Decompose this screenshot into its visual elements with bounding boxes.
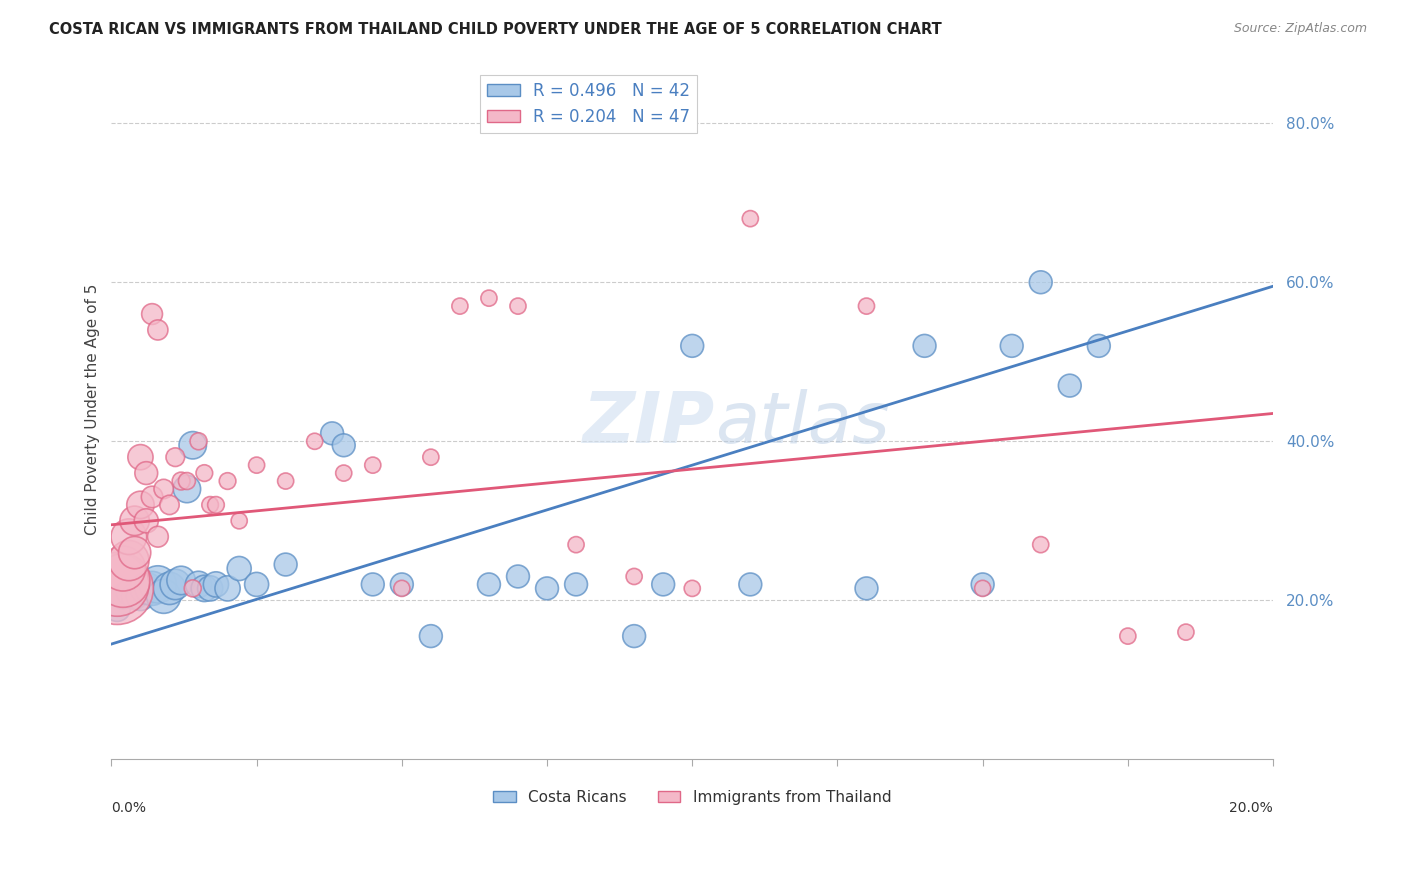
Point xyxy=(112,590,135,604)
Point xyxy=(129,590,152,604)
Point xyxy=(1174,625,1197,640)
Point xyxy=(159,498,181,512)
Point xyxy=(478,577,501,591)
Point xyxy=(419,629,441,643)
Point xyxy=(246,577,269,591)
Point xyxy=(914,339,936,353)
Point xyxy=(274,558,297,572)
Point xyxy=(506,299,529,313)
Point xyxy=(1001,339,1024,353)
Point xyxy=(198,582,221,596)
Point xyxy=(165,450,187,465)
Point xyxy=(129,450,152,465)
Point xyxy=(187,577,209,591)
Point xyxy=(118,585,141,599)
Point xyxy=(112,574,135,588)
Point xyxy=(193,466,215,480)
Point xyxy=(181,438,204,452)
Point xyxy=(740,577,762,591)
Point xyxy=(228,561,250,575)
Point xyxy=(565,577,588,591)
Point xyxy=(321,426,343,441)
Y-axis label: Child Poverty Under the Age of 5: Child Poverty Under the Age of 5 xyxy=(86,284,100,535)
Point xyxy=(652,577,675,591)
Point xyxy=(332,466,354,480)
Point xyxy=(565,538,588,552)
Legend: Costa Ricans, Immigrants from Thailand: Costa Ricans, Immigrants from Thailand xyxy=(486,784,897,811)
Point xyxy=(855,582,877,596)
Point xyxy=(274,474,297,488)
Point xyxy=(449,299,471,313)
Point xyxy=(217,582,239,596)
Point xyxy=(332,438,354,452)
Point xyxy=(1116,629,1139,643)
Point xyxy=(217,474,239,488)
Point xyxy=(159,582,181,596)
Point xyxy=(124,514,146,528)
Point xyxy=(304,434,326,449)
Point xyxy=(506,569,529,583)
Point xyxy=(176,482,198,496)
Point xyxy=(623,629,645,643)
Point xyxy=(105,601,128,615)
Point xyxy=(152,590,174,604)
Point xyxy=(129,498,152,512)
Point xyxy=(246,458,269,472)
Point xyxy=(105,577,128,591)
Point xyxy=(198,498,221,512)
Point xyxy=(170,474,193,488)
Text: COSTA RICAN VS IMMIGRANTS FROM THAILAND CHILD POVERTY UNDER THE AGE OF 5 CORRELA: COSTA RICAN VS IMMIGRANTS FROM THAILAND … xyxy=(49,22,942,37)
Point xyxy=(124,546,146,560)
Point xyxy=(205,498,228,512)
Point xyxy=(1029,538,1052,552)
Point xyxy=(141,582,163,596)
Point xyxy=(391,577,413,591)
Point xyxy=(176,474,198,488)
Point xyxy=(124,590,146,604)
Point xyxy=(105,582,128,596)
Point xyxy=(118,553,141,567)
Point xyxy=(135,582,157,596)
Point xyxy=(361,577,384,591)
Point xyxy=(152,482,174,496)
Point xyxy=(1088,339,1111,353)
Text: atlas: atlas xyxy=(716,389,890,458)
Point xyxy=(681,582,703,596)
Point xyxy=(972,582,994,596)
Point xyxy=(141,307,163,321)
Point xyxy=(141,490,163,504)
Point xyxy=(681,339,703,353)
Text: 20.0%: 20.0% xyxy=(1229,801,1272,815)
Point xyxy=(165,577,187,591)
Point xyxy=(135,514,157,528)
Point xyxy=(181,582,204,596)
Point xyxy=(112,561,135,575)
Point xyxy=(391,582,413,596)
Point xyxy=(1029,275,1052,289)
Point xyxy=(118,530,141,544)
Point xyxy=(146,323,169,337)
Point xyxy=(972,577,994,591)
Point xyxy=(146,530,169,544)
Text: Source: ZipAtlas.com: Source: ZipAtlas.com xyxy=(1233,22,1367,36)
Point xyxy=(536,582,558,596)
Point xyxy=(419,450,441,465)
Point xyxy=(187,434,209,449)
Text: 0.0%: 0.0% xyxy=(111,801,146,815)
Point xyxy=(361,458,384,472)
Point xyxy=(740,211,762,226)
Point xyxy=(135,466,157,480)
Point xyxy=(146,577,169,591)
Point xyxy=(170,574,193,588)
Point xyxy=(193,582,215,596)
Point xyxy=(228,514,250,528)
Point xyxy=(623,569,645,583)
Point xyxy=(855,299,877,313)
Text: ZIP: ZIP xyxy=(583,389,716,458)
Point xyxy=(478,291,501,305)
Point xyxy=(205,577,228,591)
Point xyxy=(1059,378,1081,392)
